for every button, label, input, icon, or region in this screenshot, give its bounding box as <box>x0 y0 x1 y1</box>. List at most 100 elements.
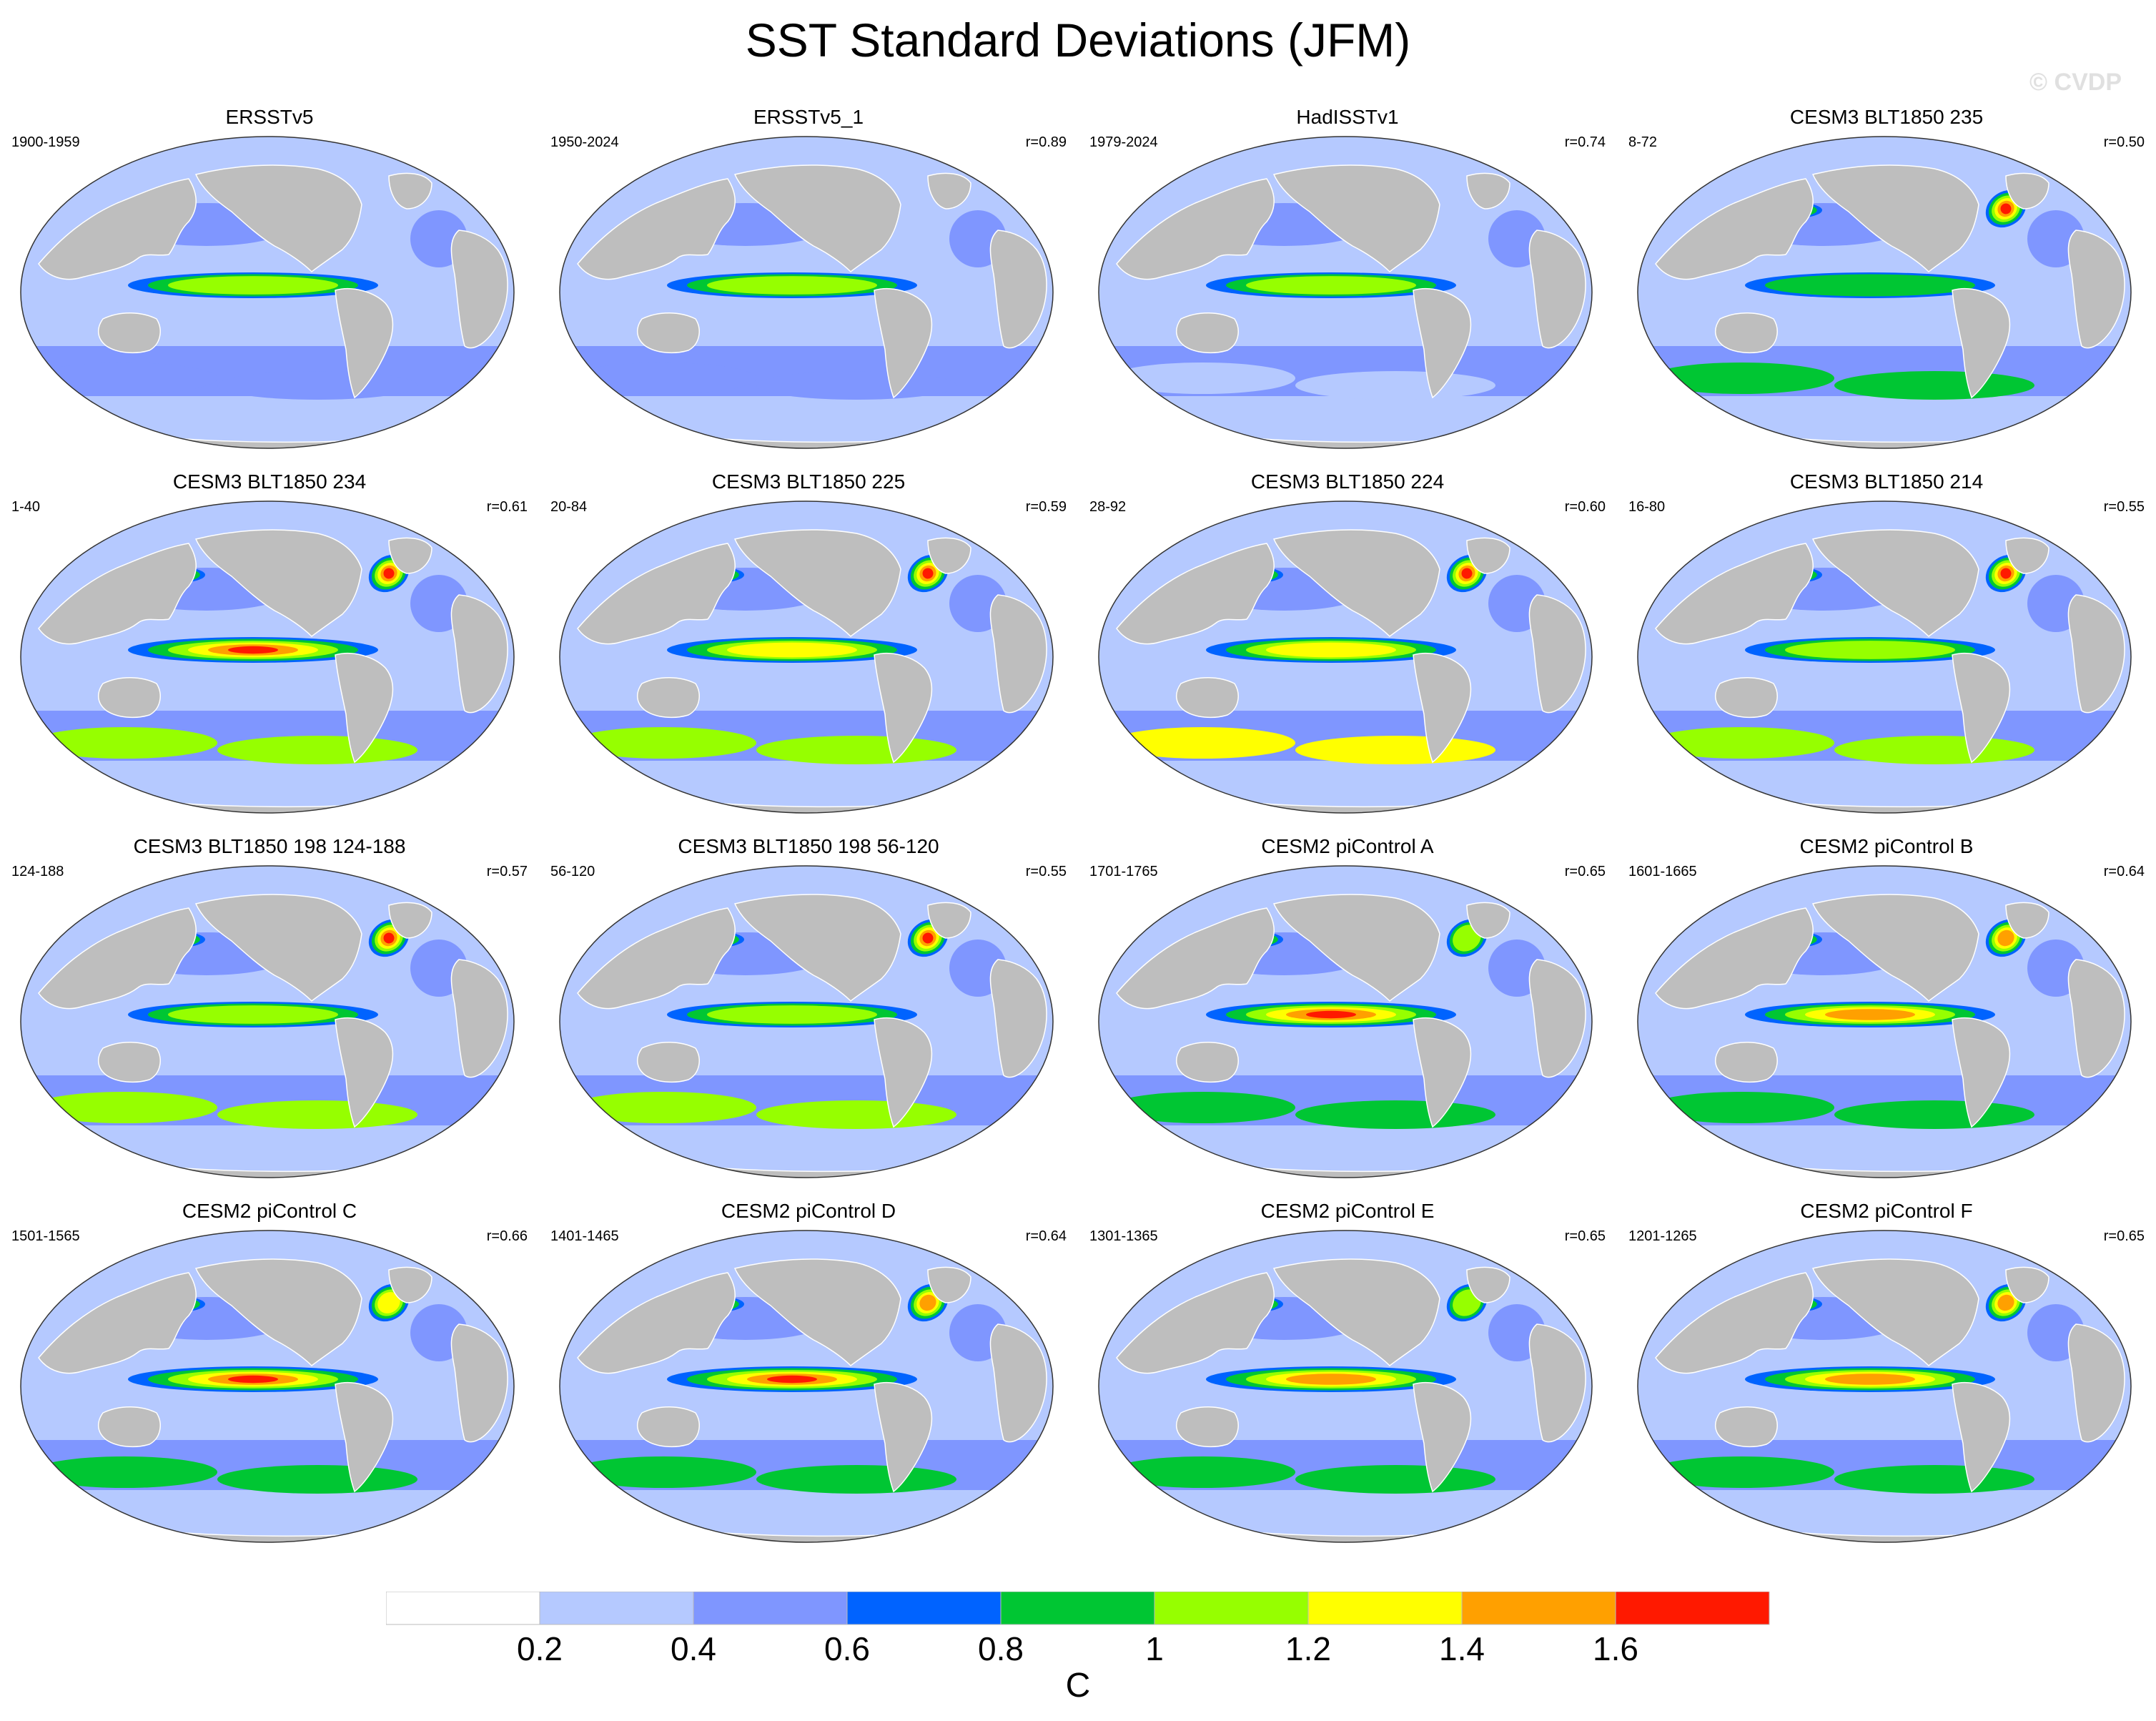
colorbar: 0.2 0.4 0.6 0.8 1 1.2 1.4 1.6 <box>386 1592 1770 1667</box>
land-mass <box>1811 529 1979 637</box>
southern-ocean-feature <box>1834 371 2034 400</box>
panel-correlation: r=0.66 <box>486 1228 528 1244</box>
land-mass <box>194 164 362 272</box>
colorbar-segment <box>1615 1592 1770 1625</box>
land-mass <box>194 894 362 1002</box>
southern-ocean-feature <box>1109 727 1295 759</box>
panel-years: 1401-1465 <box>550 1228 619 1244</box>
land-mass <box>1952 1017 2011 1128</box>
panel-years: 1301-1365 <box>1089 1228 1158 1244</box>
land-mass <box>335 287 394 399</box>
land-mass <box>450 1323 508 1443</box>
colorbar-tick: 0.4 <box>671 1630 716 1667</box>
panel-years: 1501-1565 <box>11 1228 80 1244</box>
map <box>1637 136 2132 449</box>
gulfstream-contour <box>2000 203 2012 214</box>
panel-correlation: r=0.57 <box>486 864 528 879</box>
panel-title: CESM2 piControl D <box>721 1200 896 1222</box>
colorbar-units: C <box>1065 1667 1091 1705</box>
southern-ocean-feature <box>1834 736 2034 764</box>
map-border <box>559 136 1054 449</box>
land-mass <box>2067 230 2125 349</box>
southern-ocean-feature <box>570 1092 756 1123</box>
land-mass <box>1655 543 1814 645</box>
land-mass <box>1116 907 1275 1010</box>
land-mass <box>1413 1017 1472 1128</box>
map <box>20 136 515 449</box>
land-mass <box>577 543 736 645</box>
land-mass <box>637 1042 700 1083</box>
southern-ocean-feature <box>1648 1456 1834 1488</box>
southern-ocean-feature <box>1295 1100 1495 1129</box>
land-mass <box>335 652 394 764</box>
land-mass <box>388 902 432 939</box>
map-border <box>559 500 1054 814</box>
panel-correlation: r=0.65 <box>1564 1228 1606 1244</box>
land-mass <box>989 594 1047 714</box>
panel-correlation: r=0.89 <box>1025 134 1067 150</box>
gulfstream-contour <box>1997 1294 2014 1311</box>
land-mass <box>577 907 736 1010</box>
land-mass <box>1116 178 1275 280</box>
land-mass <box>38 907 197 1010</box>
land-mass <box>637 677 700 719</box>
land-mass <box>2005 172 2049 209</box>
land-mass <box>989 1323 1047 1443</box>
land-mass <box>98 677 161 719</box>
land-mass <box>1116 543 1275 645</box>
land-mass <box>335 1381 394 1493</box>
panel-title: CESM3 BLT1850 198 56-120 <box>678 835 939 857</box>
panel-title: CESM2 piControl E <box>1260 1200 1435 1222</box>
land-mass <box>1528 959 1586 1078</box>
enso-contour <box>1825 1374 1915 1385</box>
gulfstream-contour <box>922 932 934 944</box>
land-mass <box>1176 1406 1239 1448</box>
map-border <box>1098 500 1593 814</box>
gulfstream-contour <box>922 568 934 579</box>
land-mass <box>1811 1258 1979 1366</box>
panel-title: ERSSTv5 <box>225 106 314 128</box>
colorbar-tick: 1.6 <box>1593 1630 1638 1667</box>
colorbar-tick: 0.2 <box>517 1630 563 1667</box>
map-border <box>20 500 515 814</box>
land-mass <box>989 230 1047 349</box>
land-mass <box>1272 529 1440 637</box>
panel-title: CESM2 piControl A <box>1261 835 1434 857</box>
enso-contour <box>1825 1009 1915 1020</box>
land-mass <box>2005 537 2049 574</box>
enso-contour <box>1246 276 1416 295</box>
map-border <box>1637 136 2132 449</box>
land-mass <box>2005 902 2049 939</box>
southern-ocean-feature <box>217 371 417 400</box>
land-mass <box>1466 1266 1510 1303</box>
land-mass <box>1952 287 2011 399</box>
colorbar-segment <box>693 1592 848 1625</box>
map-panel: CESM2 piControl D 1401-1465 r=0.64 <box>539 1200 1078 1557</box>
map-panel: HadISSTv1 1979-2024 r=0.74 <box>1078 106 1617 463</box>
southern-ocean-feature <box>756 371 956 400</box>
enso-contour <box>1286 1374 1376 1385</box>
map <box>1637 500 2132 814</box>
enso-contour <box>707 276 877 295</box>
panel-correlation: r=0.61 <box>486 499 528 515</box>
panel-years: 8-72 <box>1628 134 1658 150</box>
land-mass <box>98 1406 161 1448</box>
enso-contour <box>168 1005 338 1024</box>
land-mass <box>38 178 197 280</box>
panel-title: CESM3 BLT1850 235 <box>1789 106 1984 128</box>
land-mass <box>1466 172 1510 209</box>
panel-years: 1601-1665 <box>1628 864 1697 879</box>
land-mass <box>1272 164 1440 272</box>
map-border <box>1098 1230 1593 1543</box>
panel-correlation: r=0.60 <box>1564 499 1606 515</box>
land-mass <box>38 1272 197 1374</box>
enso-contour <box>707 1005 877 1024</box>
land-mass <box>388 172 432 209</box>
southern-ocean-feature <box>1834 1100 2034 1129</box>
map-panel: CESM3 BLT1850 214 16-80 r=0.55 <box>1617 470 2156 828</box>
southern-ocean-feature <box>1648 363 1834 394</box>
enso-contour <box>168 276 338 295</box>
land-mass <box>874 1017 933 1128</box>
panel-correlation: r=0.74 <box>1564 134 1606 150</box>
panel-title: CESM3 BLT1850 224 <box>1250 470 1445 493</box>
